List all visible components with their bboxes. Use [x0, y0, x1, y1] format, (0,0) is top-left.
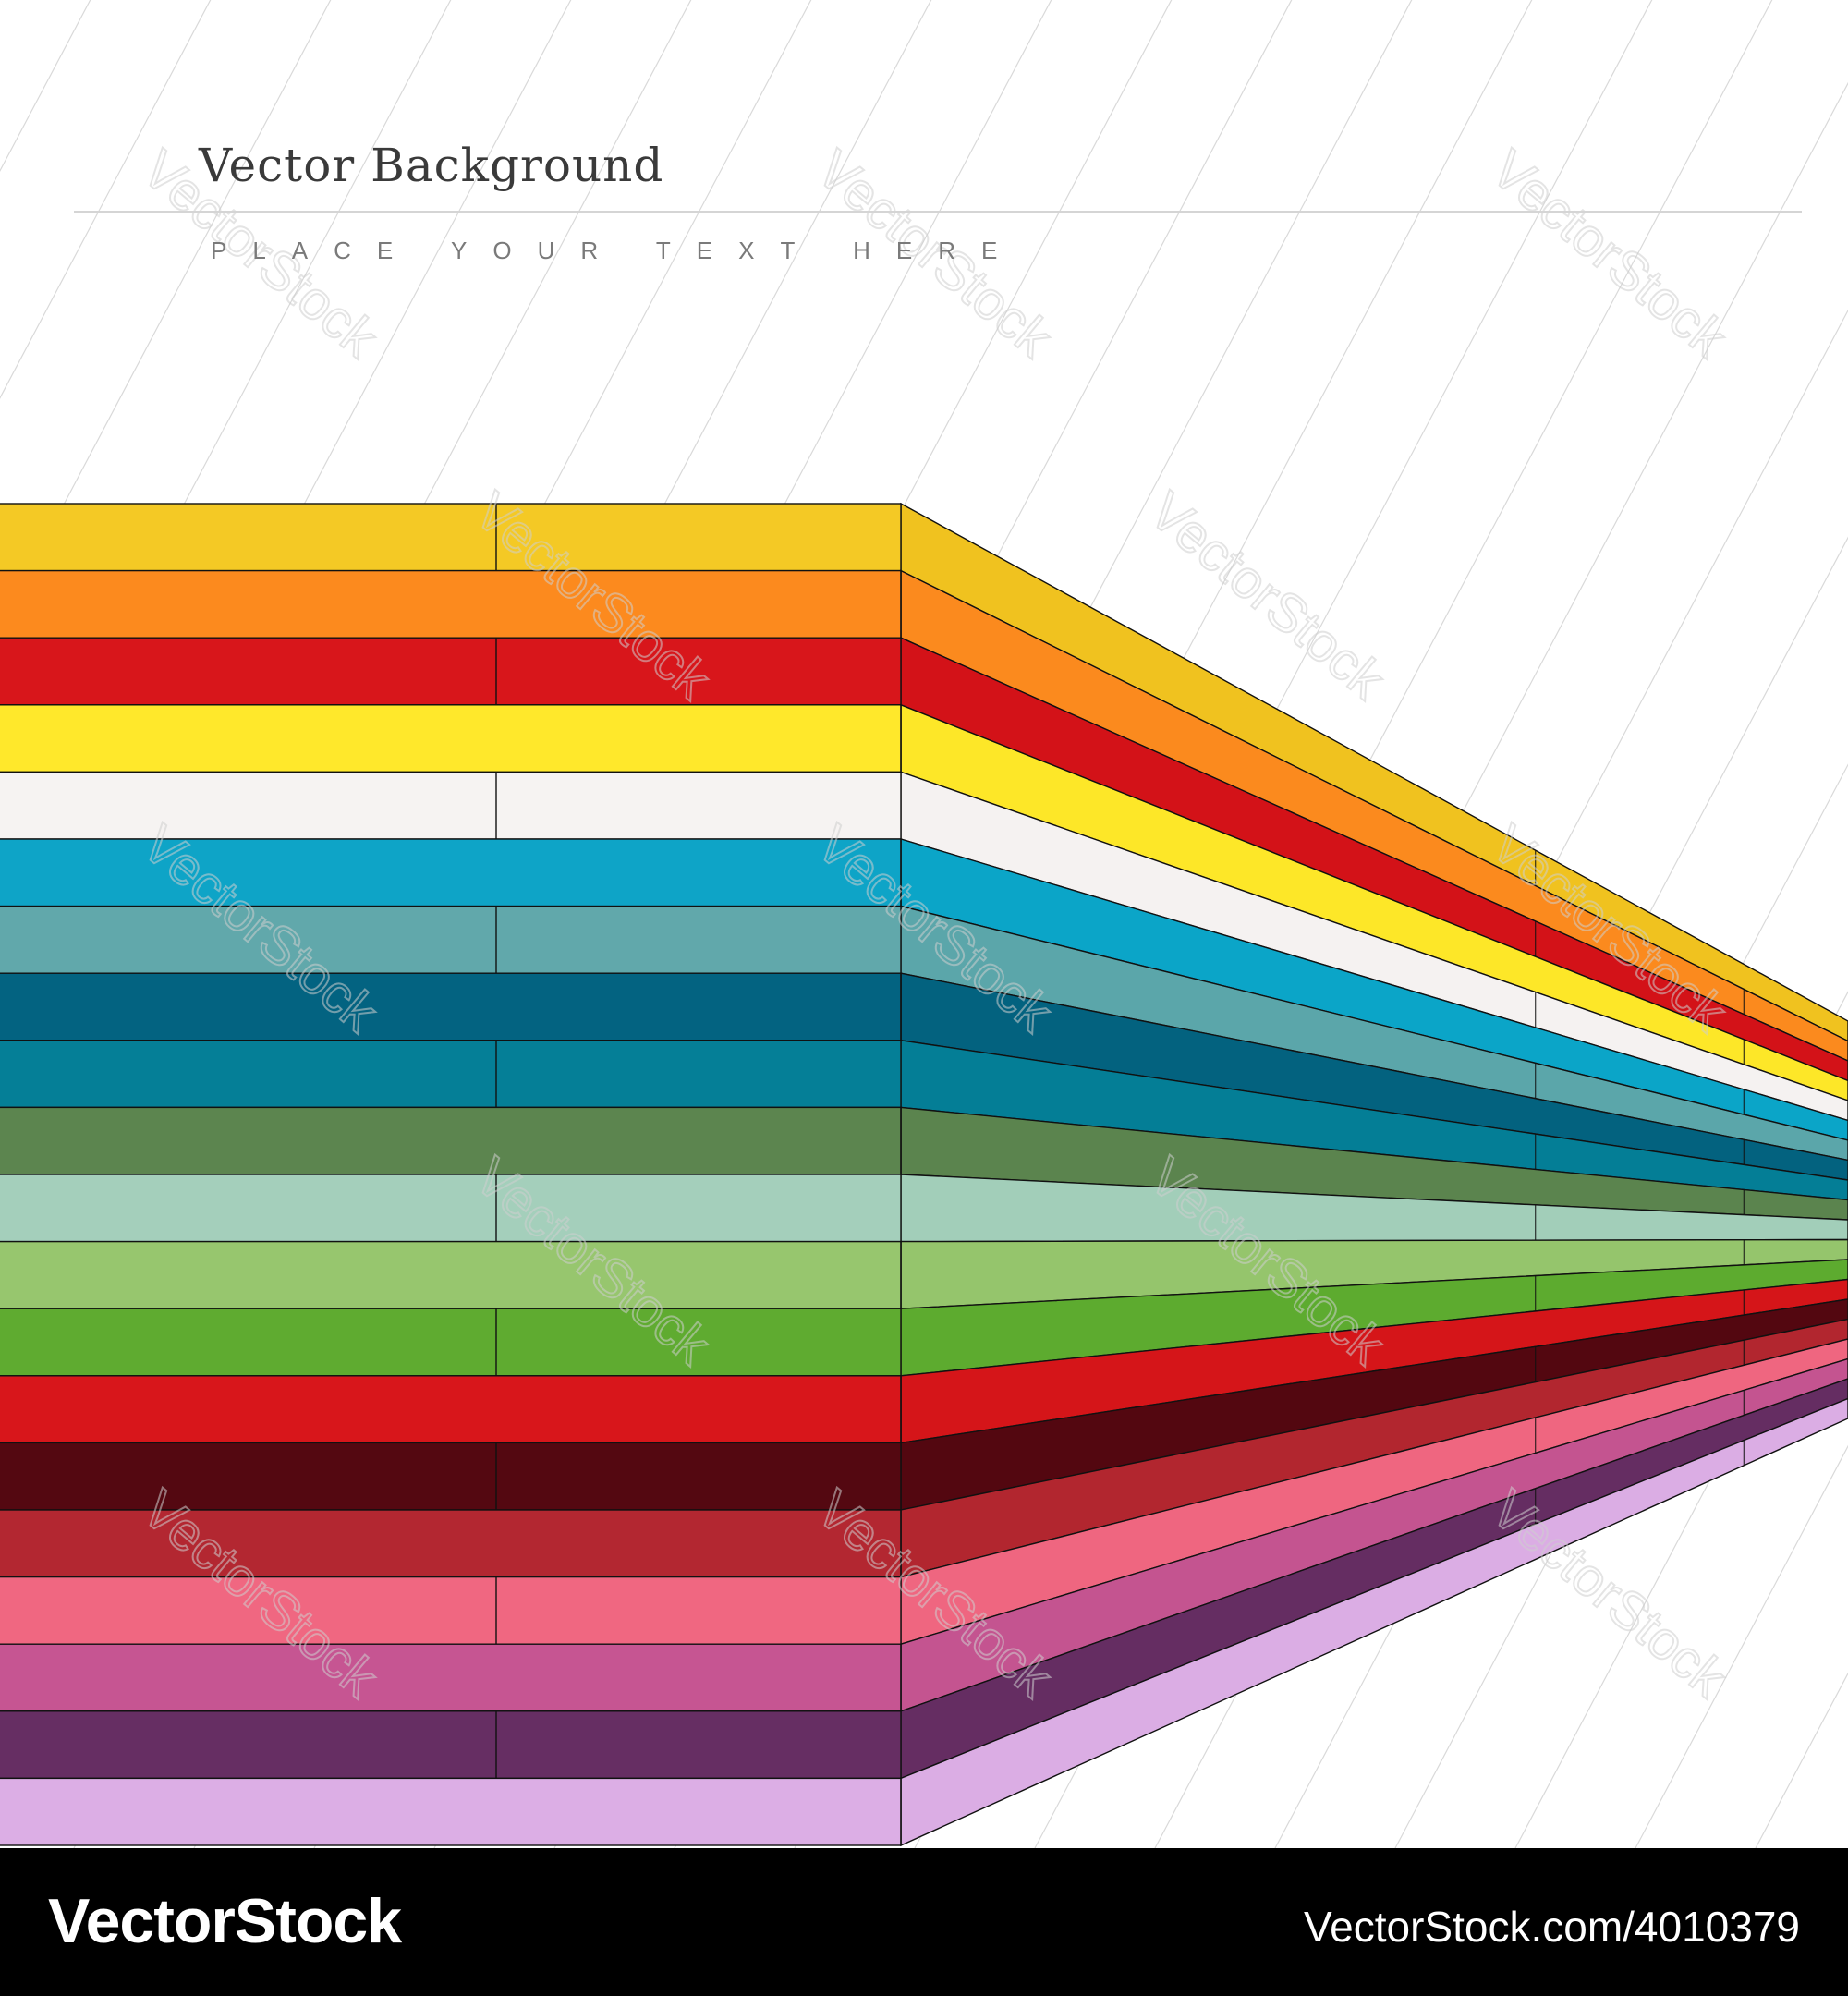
stripe-front-face: [0, 1777, 902, 1846]
stripe-front-face: [0, 1106, 902, 1175]
stripe-front-face: [0, 503, 902, 572]
stripes-artwork: VectorStock VectorStock VectorStockVectorS…: [0, 0, 1848, 1848]
stripe: [0, 1378, 1848, 1780]
stripe: [0, 771, 1848, 1122]
title-divider: [74, 211, 1802, 213]
stripe: [0, 502, 1848, 1042]
stripe: [0, 637, 1848, 1082]
perspective-stripes: [0, 502, 1848, 1847]
stripe: [0, 1039, 1848, 1201]
hatch-line: [0, 0, 212, 399]
footer-image-id: VectorStock.com/4010379: [1304, 1903, 1800, 1951]
stripe: [0, 905, 1848, 1162]
stripe: [0, 569, 1848, 1062]
stripe: [0, 838, 1848, 1141]
stripe-front-face: [0, 1442, 902, 1511]
stripe-front-face: [0, 1240, 902, 1309]
stripe: [0, 1357, 1848, 1712]
stripe-front-face: [0, 1040, 902, 1109]
stripe-front-face: [0, 1375, 902, 1444]
hatch-line: [1514, 1217, 1848, 1848]
stripe: [0, 1397, 1848, 1847]
stripe-front-face: [0, 838, 902, 907]
stripe: [0, 1238, 1848, 1309]
stripe-front-face: [0, 1509, 902, 1578]
stripe-front-face: [0, 1710, 902, 1780]
watermark-text: VectorStock: [1480, 139, 1739, 369]
stripe: [0, 1298, 1848, 1511]
footer-bar: VectorStock VectorStock.com/4010379: [0, 1848, 1848, 1996]
stripe-front-face: [0, 704, 902, 773]
stripe-front-face: [0, 1643, 902, 1712]
stripe-front-face: [0, 637, 902, 706]
stripe: [0, 1318, 1848, 1578]
stripe-front-face: [0, 1174, 902, 1243]
hatch-line: [1755, 1672, 1848, 1848]
hatch-line: [0, 0, 452, 854]
stripe: [0, 1106, 1848, 1221]
page-title: Vector Background: [199, 139, 664, 192]
stripe: [0, 1259, 1848, 1377]
stripe: [0, 1278, 1848, 1444]
page-subtitle: PLACE YOUR TEXT HERE: [211, 237, 1024, 264]
hatch-line: [0, 0, 332, 627]
stripe-front-face: [0, 771, 902, 840]
stripe-front-face: [0, 1308, 902, 1377]
stripe: [0, 703, 1848, 1101]
stripe-front-face: [0, 1576, 902, 1645]
stripe-front-face: [0, 972, 902, 1041]
stripe-front-face: [0, 569, 902, 639]
footer-brand-logo: VectorStock: [48, 1886, 402, 1956]
stripe: [0, 1174, 1848, 1243]
stripe-front-face: [0, 905, 902, 974]
stripe: [0, 1338, 1848, 1646]
hatch-line: [1635, 1444, 1848, 1848]
